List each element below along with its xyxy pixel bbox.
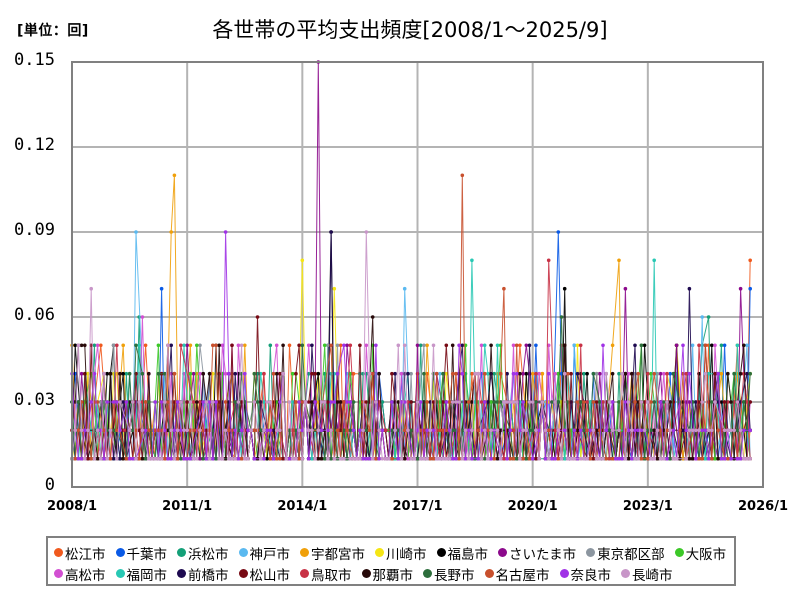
legend-item: 川崎市 — [375, 543, 427, 563]
legend-item: 那覇市 — [361, 564, 414, 584]
series-lines — [70, 60, 752, 461]
legend-marker-icon — [177, 548, 186, 557]
legend-item: 宇都宮市 — [300, 543, 365, 563]
legend-marker-icon — [375, 548, 384, 557]
legend-item: 東京都区部 — [586, 543, 665, 563]
legend-label: 奈良市 — [570, 567, 612, 584]
legend-label: 宇都宮市 — [311, 546, 365, 563]
y-tick-label: 0.09 — [14, 220, 55, 240]
x-tick-label: 2023/1 — [622, 499, 673, 514]
legend-item: さいたま市 — [498, 543, 576, 563]
legend-label: 鳥取市 — [311, 567, 352, 584]
x-tick-label: 2026/1 — [738, 499, 788, 514]
legend-item: 松江市 — [54, 543, 106, 563]
legend-item: 福島市 — [436, 543, 489, 563]
x-tick-label: 2008/1 — [47, 499, 97, 514]
series-長崎市 — [70, 230, 752, 461]
legend-label: 名古屋市 — [495, 567, 550, 584]
legend-row: 高松市 福岡市 前橋市 松山市 鳥取市 那覇市 長野市 名古屋市 奈良市 長崎市 — [54, 563, 734, 584]
legend-marker-icon — [436, 548, 446, 557]
legend-label: 高松市 — [65, 567, 106, 584]
x-tick-label: 2020/1 — [507, 499, 558, 514]
x-tick-label: 2017/1 — [392, 499, 443, 514]
legend-marker-icon — [498, 548, 507, 557]
legend-marker-icon — [361, 569, 371, 578]
y-tick-label: 0.12 — [14, 135, 55, 155]
legend-item: 松山市 — [238, 564, 291, 584]
legend-marker-icon — [238, 548, 248, 557]
legend-marker-icon — [559, 569, 569, 578]
legend-label: 川崎市 — [386, 546, 427, 563]
legend-label: 福岡市 — [126, 567, 168, 584]
legend-label: 浜松市 — [188, 546, 229, 563]
legend-marker-icon — [674, 548, 684, 557]
legend-marker-icon — [621, 569, 630, 578]
legend-marker-icon — [54, 569, 63, 578]
legend-label: 松山市 — [249, 567, 291, 584]
x-tick-label: 2011/1 — [162, 499, 213, 514]
legend-marker-icon — [423, 569, 432, 578]
legend-marker-icon — [586, 548, 596, 557]
legend-marker-icon — [300, 569, 309, 578]
y-tick-label: 0.15 — [14, 50, 55, 70]
legend-label: 大阪市 — [685, 546, 727, 563]
unit-label: [単位：回] — [17, 23, 89, 39]
legend-marker-icon — [54, 548, 63, 557]
legend-label: 長野市 — [434, 567, 475, 584]
legend-item: 千葉市 — [115, 543, 168, 563]
chart-title: 各世帯の平均支出頻度[2008/1～2025/9] — [212, 18, 608, 42]
legend-label: 東京都区部 — [597, 546, 665, 563]
legend-marker-icon — [115, 569, 125, 578]
legend-item: 鳥取市 — [300, 564, 352, 584]
legend-item: 大阪市 — [674, 543, 727, 563]
legend-item: 神戸市 — [238, 543, 291, 563]
legend-item: 長野市 — [423, 564, 475, 584]
legend-item: 長崎市 — [621, 564, 673, 584]
legend-label: 神戸市 — [249, 546, 291, 563]
y-tick-label: 0.03 — [14, 390, 55, 410]
legend-label: 千葉市 — [126, 546, 168, 563]
legend-label: 長崎市 — [632, 567, 673, 584]
x-tick-label: 2014/1 — [277, 499, 328, 514]
legend-item: 福岡市 — [115, 564, 168, 584]
chart-legend: 松江市 千葉市 浜松市 神戸市 宇都宮市 川崎市 福島市 さいたま市 東京都区部 大阪市高松市 福岡… — [46, 536, 736, 586]
legend-label: さいたま市 — [509, 546, 577, 563]
legend-marker-icon — [238, 569, 248, 578]
legend-row: 松江市 千葉市 浜松市 神戸市 宇都宮市 川崎市 福島市 さいたま市 東京都区部 大阪市 — [54, 542, 734, 563]
legend-item: 浜松市 — [177, 543, 229, 563]
legend-marker-icon — [484, 569, 494, 578]
legend-marker-icon — [300, 548, 309, 557]
plot-frame — [71, 61, 764, 488]
legend-marker-icon — [177, 569, 186, 578]
y-tick-label: 0 — [44, 475, 55, 495]
legend-label: 那覇市 — [372, 567, 414, 584]
legend-marker-icon — [115, 548, 125, 557]
y-tick-label: 0.06 — [14, 305, 55, 325]
legend-item: 高松市 — [54, 564, 106, 584]
legend-label: 福島市 — [447, 546, 489, 563]
legend-item: 奈良市 — [559, 564, 612, 584]
legend-item: 前橋市 — [177, 564, 229, 584]
legend-item: 名古屋市 — [484, 564, 550, 584]
legend-label: 前橋市 — [188, 567, 229, 584]
legend-label: 松江市 — [65, 546, 106, 563]
